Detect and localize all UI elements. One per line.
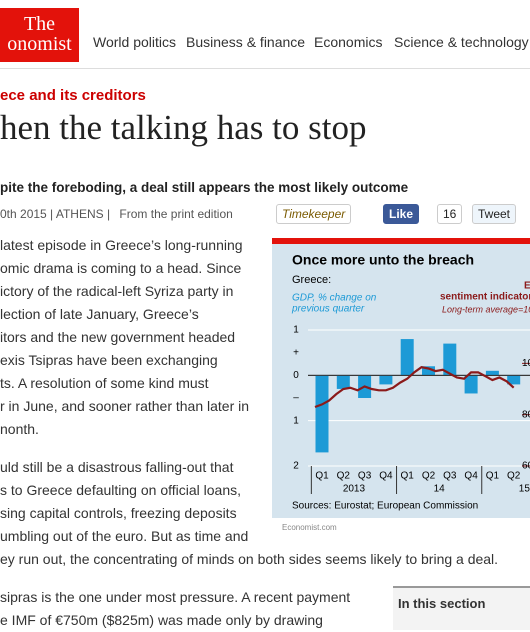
- text-line: omic drama is coming to a head. Since: [0, 260, 242, 276]
- x-tick-label: Q3: [443, 471, 457, 482]
- timekeeper-button[interactable]: Timekeeper: [276, 204, 352, 224]
- bar: [443, 343, 457, 376]
- headline: hen the talking has to stop: [0, 108, 367, 147]
- year-label: 2013: [343, 484, 366, 495]
- bar: [485, 370, 499, 376]
- line: [314, 366, 515, 409]
- axis-label: Economic: [524, 281, 530, 292]
- year-label: 15: [519, 484, 530, 495]
- x-tick-label: Q2: [507, 471, 521, 482]
- y-tick-label: 2: [293, 461, 299, 472]
- nav-item[interactable]: Business & finance: [186, 34, 306, 50]
- x-tick-label: Q1: [401, 471, 415, 482]
- tweet-button[interactable]: Tweet: [472, 204, 517, 224]
- divider: [0, 68, 530, 69]
- axis-label: sentiment indicator: [440, 292, 530, 303]
- paragraph: latest episode in Greece’s long-running o…: [0, 234, 249, 441]
- bar: [315, 375, 329, 453]
- y2-tick-label: 100: [522, 358, 530, 369]
- sign: –: [293, 393, 299, 404]
- axis-label: GDP, % change on: [292, 293, 377, 304]
- text-line: latest episode in Greece’s long-running: [0, 237, 243, 253]
- axis-label: Long-term average=100: [442, 304, 530, 314]
- bar: [464, 375, 478, 394]
- paragraph: sipras is the one under most pressure. A…: [0, 586, 350, 632]
- chart-bar: [272, 238, 530, 244]
- text-line: ey run out, the concentrating of minds o…: [0, 551, 499, 567]
- x-tick-label: Q2: [422, 471, 436, 482]
- year-label: 14: [434, 484, 446, 495]
- text-line: sing capital controls, freezing deposits: [0, 505, 237, 521]
- x-tick-label: Q3: [358, 471, 372, 482]
- axis-label: previous quarter: [291, 304, 365, 315]
- like-count: 16: [437, 204, 463, 224]
- text-line: uld still be a disastrous falling-out th…: [0, 459, 234, 475]
- standfirst: pite the foreboding, a deal still appear…: [0, 180, 409, 195]
- text-line: sipras is the one under most pressure. A…: [0, 589, 351, 605]
- bar: [400, 339, 414, 376]
- nav-item[interactable]: Economics: [314, 34, 383, 50]
- chart-subtitle: Greece:: [292, 274, 331, 286]
- text-line: r in June, and sooner rather than later …: [0, 398, 250, 414]
- dateline: 0th 2015 | ATHENS | From the print editi…: [0, 207, 233, 221]
- text-line: e IMF of €750m ($825m) was made only by …: [0, 612, 323, 628]
- logo-line: onomist: [7, 33, 72, 55]
- sign: +: [293, 347, 299, 358]
- section-box: In this section: [393, 586, 530, 630]
- bar: [422, 366, 435, 376]
- source: Sources: Eurostat; European Commission: [292, 501, 478, 512]
- credit: Economist.com: [282, 523, 337, 532]
- text-line: ts. A resolution of some kind must: [0, 375, 209, 391]
- section-title: In this section: [398, 596, 486, 611]
- x-tick-label: Q4: [464, 471, 478, 482]
- y2-tick-label: 80: [522, 409, 530, 420]
- edition-link[interactable]: From the print edition: [119, 207, 233, 221]
- chart: Once more unto the breach Greece: GDP, %…: [272, 238, 530, 532]
- text-line: umbling out of the euro. But as time and: [0, 528, 249, 544]
- date: 0th 2015 | ATHENS |: [0, 207, 111, 221]
- text-line: lection of late January, Greece’s: [0, 306, 199, 322]
- nav-item[interactable]: World politics: [93, 34, 176, 50]
- text-line: s to Greece defaulting on official loans…: [0, 482, 242, 498]
- x-tick-label: Q1: [315, 471, 329, 482]
- chart-title: Once more unto the breach: [292, 252, 474, 268]
- text-line: ictory of the radical-left Syriza party …: [0, 283, 234, 299]
- bar: [507, 375, 521, 385]
- x-tick-label: Q2: [337, 471, 351, 482]
- y-tick-label: 1: [293, 325, 299, 336]
- y2-tick-label: 60: [522, 461, 530, 472]
- y-tick-label: 0: [293, 370, 299, 381]
- kicker: ece and its creditors: [0, 87, 146, 104]
- x-tick-label: Q1: [486, 471, 500, 482]
- nav-item[interactable]: Science & technology: [394, 34, 529, 50]
- bar: [379, 375, 393, 385]
- bar: [336, 375, 350, 389]
- y-tick-label: 1: [293, 415, 299, 426]
- like-button[interactable]: Like: [383, 204, 420, 224]
- x-tick-label: Q4: [379, 471, 393, 482]
- text-line: exis Tsipras have been exchanging: [0, 352, 218, 368]
- logo-line: The: [23, 13, 56, 35]
- text-line: nonth.: [0, 421, 39, 437]
- logo[interactable]: The onomist: [0, 8, 79, 62]
- paragraph: uld still be a disastrous falling-out th…: [0, 456, 498, 571]
- text-line: itors and the new government headed: [0, 329, 236, 345]
